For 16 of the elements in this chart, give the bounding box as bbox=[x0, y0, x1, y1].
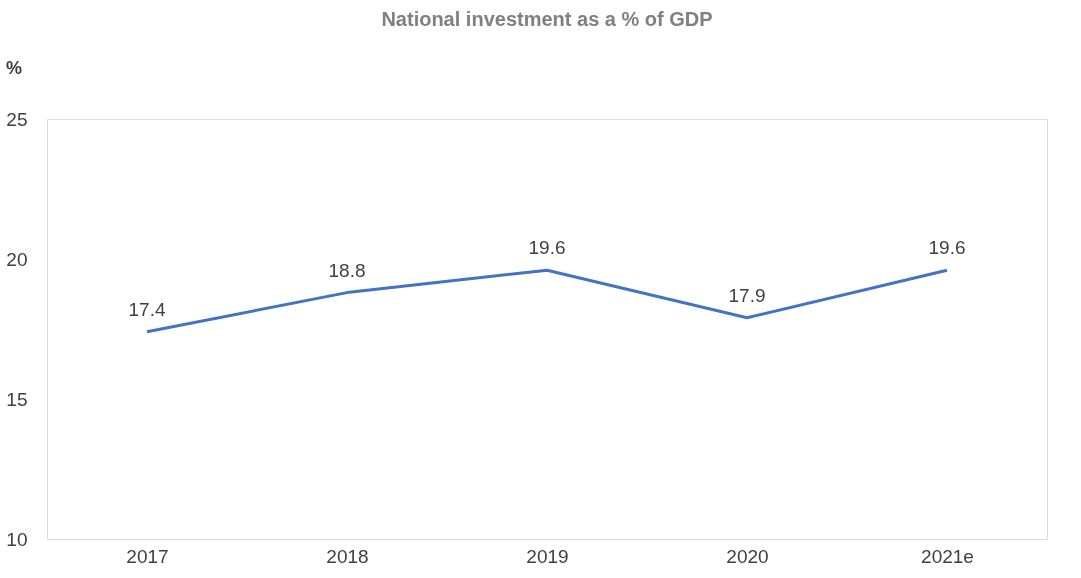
data-label: 18.8 bbox=[328, 259, 366, 281]
data-label: 19.6 bbox=[528, 237, 566, 259]
x-tick-label: 2019 bbox=[526, 545, 569, 567]
x-tick-label: 2018 bbox=[326, 545, 369, 567]
y-tick-label: 20 bbox=[6, 248, 28, 270]
data-label: 17.9 bbox=[728, 284, 766, 306]
x-tick-label: 2021e bbox=[921, 545, 974, 567]
chart-title: National investment as a % of GDP bbox=[381, 8, 713, 30]
y-tick-label: 25 bbox=[6, 108, 28, 130]
y-tick-label: 15 bbox=[6, 388, 28, 410]
data-label: 19.6 bbox=[928, 237, 966, 259]
data-label: 17.4 bbox=[128, 298, 166, 320]
x-tick-label: 2020 bbox=[726, 545, 769, 567]
x-tick-label: 2017 bbox=[126, 545, 169, 567]
y-axis-title: % bbox=[5, 58, 23, 78]
y-tick-label: 10 bbox=[6, 528, 28, 550]
